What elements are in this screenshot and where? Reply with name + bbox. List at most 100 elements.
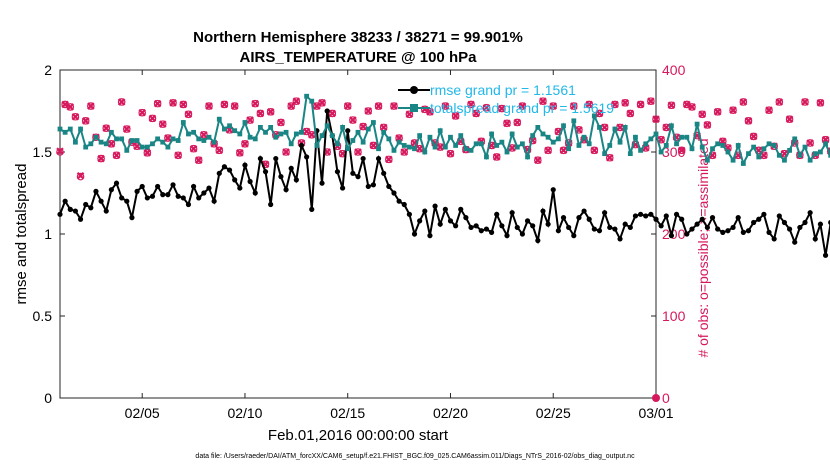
obs-possible-point (482, 103, 491, 112)
obs-assimilated-point (441, 102, 450, 110)
spread-point (776, 152, 782, 158)
obs-assimilated-point (302, 127, 311, 136)
obs-assimilated-point (662, 123, 671, 132)
obs-possible-point (744, 117, 753, 125)
spread-point (535, 125, 541, 130)
obs-assimilated-point (508, 144, 516, 152)
spread-point (581, 134, 587, 140)
spread-point (782, 157, 787, 163)
spread-point (514, 144, 520, 150)
spread-point (602, 151, 608, 157)
obs-possible-point (179, 100, 188, 109)
rmse-point (786, 226, 793, 232)
obs-possible-point (652, 115, 660, 124)
obs-assimilated-point (287, 102, 295, 110)
spread-point (73, 139, 78, 145)
obs-assimilated-point (76, 172, 85, 180)
spread-point (576, 143, 582, 148)
obs-assimilated-point (518, 102, 527, 110)
rmse-point (576, 215, 582, 221)
rmse-point (581, 208, 587, 214)
rmse-point (550, 187, 556, 193)
y-left-tick-label: 1 (44, 226, 52, 242)
obs-assimilated-point (143, 149, 152, 157)
obs-assimilated-point (749, 132, 758, 141)
legend-rmse-label: rmse grand pr = 1.1561 (430, 82, 576, 98)
obs-assimilated-point (415, 144, 424, 153)
rmse-point (355, 174, 361, 180)
rmse-point (673, 211, 680, 217)
obs-possible-point (92, 133, 100, 142)
obs-possible-point (369, 141, 378, 150)
spread-point (211, 139, 217, 145)
rmse-point (298, 142, 305, 149)
rmse-point (216, 170, 222, 176)
spread-point (427, 134, 433, 140)
spread-point (530, 133, 536, 138)
rmse-point (725, 228, 731, 234)
spread-point (288, 141, 294, 147)
rmse-point (653, 216, 659, 222)
rmse-point (257, 155, 263, 162)
obs-possible-point (626, 109, 635, 118)
spread-point (278, 131, 284, 137)
obs-possible-point (359, 122, 367, 131)
obs-assimilated-point (498, 104, 506, 113)
spread-point (376, 146, 381, 152)
obs-assimilated-point (539, 97, 547, 105)
rmse-point (221, 164, 228, 170)
spread-point (365, 126, 371, 132)
y-right-tick-label: 0 (662, 390, 670, 406)
obs-possible-point (174, 151, 182, 160)
obs-possible-point (621, 99, 629, 107)
spread-point (818, 149, 823, 155)
rmse-point (180, 195, 186, 201)
spread-point (643, 141, 649, 147)
obs-assimilated-point (616, 123, 624, 132)
obs-possible-point (354, 148, 362, 156)
rmse-point (571, 233, 577, 239)
obs-assimilated-point (71, 112, 80, 121)
obs-possible-point (503, 119, 511, 128)
obs-assimilated-point (405, 110, 414, 119)
obs-possible-point (205, 102, 213, 110)
spread-point (355, 129, 361, 135)
obs-assimilated-point (544, 146, 552, 155)
obs-possible-point (534, 156, 542, 165)
obs-assimilated-point (318, 99, 326, 107)
legend-rmse-marker (410, 86, 418, 94)
rmse-point (211, 198, 217, 204)
obs-possible-point (184, 110, 193, 119)
rmse-point (591, 226, 597, 232)
obs-assimilated-point (390, 102, 398, 110)
obs-assimilated-point (87, 102, 95, 110)
spread-point (468, 147, 474, 153)
obs-assimilated-point (369, 141, 378, 150)
obs-assimilated-point (667, 101, 676, 110)
obs-assimilated-point (590, 146, 599, 155)
rmse-point (226, 167, 233, 173)
rmse-point (535, 237, 541, 244)
spread-point (108, 129, 114, 135)
rmse-point (802, 219, 808, 226)
spread-point (216, 116, 222, 122)
rmse-point (812, 236, 818, 242)
spread-point (160, 139, 166, 145)
spread-point (119, 136, 125, 142)
rmse-point (134, 188, 140, 194)
obs-assimilated-point (801, 98, 809, 106)
obs-possible-point (713, 108, 722, 116)
rmse-point (514, 224, 520, 231)
obs-possible-point (153, 99, 162, 108)
spread-point (699, 144, 705, 150)
spread-point (242, 120, 248, 125)
rmse-point (72, 208, 79, 214)
spread-point (555, 136, 561, 142)
spread-point (586, 141, 592, 147)
obs-possible-point (492, 153, 501, 161)
rmse-point (519, 231, 526, 237)
rmse-point (190, 183, 197, 190)
spread-point (67, 126, 73, 132)
spread-point (746, 151, 751, 157)
obs-possible-point (611, 100, 619, 109)
